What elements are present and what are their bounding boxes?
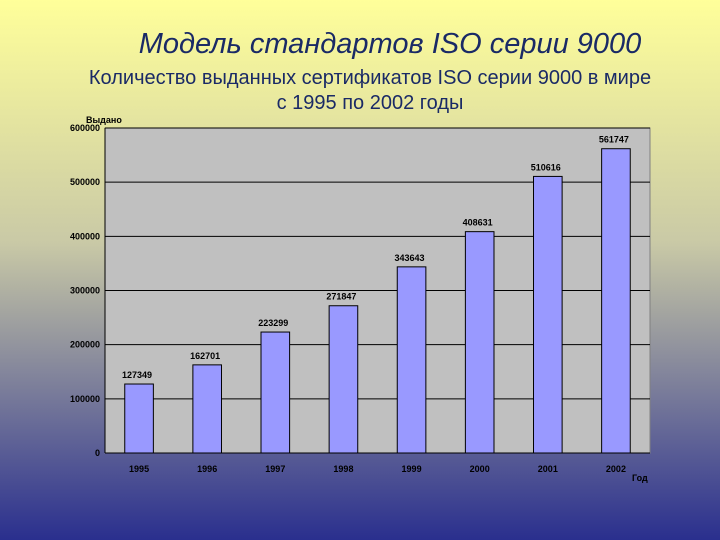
bar xyxy=(464,231,495,454)
y-axis-title: Выдано xyxy=(86,115,122,125)
y-tick-label: 300000 xyxy=(70,286,100,296)
x-tick-label: 1999 xyxy=(402,464,422,474)
x-tick-label: 1996 xyxy=(197,464,217,474)
subtitle-line-2: с 1995 по 2002 годы xyxy=(276,92,464,114)
bar xyxy=(601,148,631,454)
x-tick-label: 1997 xyxy=(265,464,285,474)
bar xyxy=(396,266,427,454)
bar xyxy=(328,305,359,454)
y-tick-label: 400000 xyxy=(70,231,100,241)
data-label: 223299 xyxy=(258,318,288,328)
subtitle-line-1: Количество выданных сертификатов ISO сер… xyxy=(88,67,652,89)
data-label: 162701 xyxy=(190,351,220,361)
x-tick-label: 2002 xyxy=(606,464,626,474)
y-tick-label: 200000 xyxy=(70,340,100,350)
data-label: 408631 xyxy=(463,218,493,228)
x-tick-label: 2000 xyxy=(470,464,490,474)
slide-subtitle: Количество выданных сертификатов ISO сер… xyxy=(0,66,720,116)
data-label: 510616 xyxy=(531,162,561,172)
y-tick-label: 600000 xyxy=(70,123,100,133)
x-axis-title: Год xyxy=(632,473,648,483)
data-label: 561747 xyxy=(599,135,629,145)
bar xyxy=(192,364,222,454)
y-tick-label: 500000 xyxy=(70,177,100,187)
x-tick-label: 2001 xyxy=(538,464,558,474)
bar xyxy=(533,175,563,454)
x-tick-label: 1995 xyxy=(129,464,149,474)
bar xyxy=(260,331,291,454)
y-tick-label: 0 xyxy=(95,448,100,458)
data-label: 343643 xyxy=(395,253,425,263)
data-label: 271847 xyxy=(326,292,356,302)
x-tick-label: 1998 xyxy=(333,464,353,474)
bar xyxy=(124,383,154,454)
slide-title: Модель стандартов ISO серии 9000 xyxy=(138,28,642,60)
y-tick-label: 100000 xyxy=(70,394,100,404)
data-label: 127349 xyxy=(122,370,152,380)
